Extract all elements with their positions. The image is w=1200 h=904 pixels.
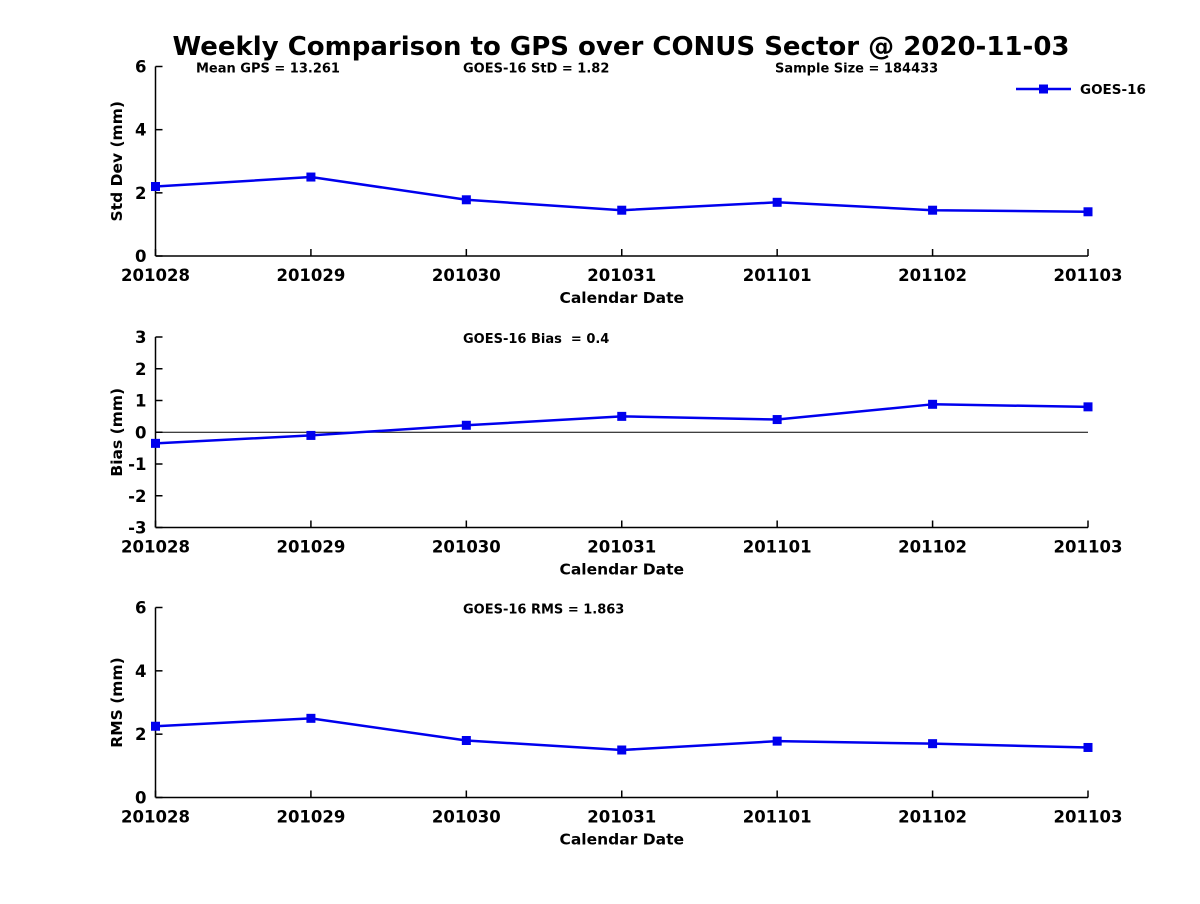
annotation: GOES-16 Bias = 0.4 bbox=[463, 332, 609, 347]
series-line bbox=[155, 403, 1089, 445]
data-point-marker bbox=[151, 438, 160, 448]
y-tick-label: 4 bbox=[135, 662, 146, 681]
x-tick-label: 201029 bbox=[276, 808, 345, 827]
x-tick-label: 201028 bbox=[121, 538, 190, 557]
annotation: Sample Size = 184433 bbox=[775, 62, 938, 77]
annotation: GOES-16 RMS = 1.863 bbox=[463, 603, 624, 618]
x-tick-label: 201031 bbox=[587, 808, 656, 827]
data-point-marker bbox=[772, 197, 782, 207]
y-tick-label: 6 bbox=[135, 599, 146, 618]
x-tick-label: 201029 bbox=[276, 538, 345, 557]
x-axis-title: Calendar Date bbox=[559, 561, 684, 579]
x-tick-label: 201031 bbox=[587, 538, 656, 557]
x-tick-label: 201101 bbox=[743, 266, 812, 285]
data-point-marker bbox=[461, 420, 471, 430]
x-tick-label: 201030 bbox=[432, 808, 501, 827]
data-point-marker bbox=[461, 195, 471, 205]
subplot-std-dev-mm: 0 2 4 6 201028 201029 201030 201031 201101 201102… bbox=[108, 58, 1122, 308]
y-tick-label: 2 bbox=[135, 360, 146, 379]
y-axis-title: RMS (mm) bbox=[108, 657, 126, 747]
data-point-marker bbox=[306, 172, 316, 182]
x-tick-label: 201030 bbox=[432, 538, 501, 557]
x-tick-label: 201103 bbox=[1054, 538, 1123, 557]
y-tick-label: 0 bbox=[135, 247, 146, 266]
x-tick-label: 201028 bbox=[121, 808, 190, 827]
legend: GOES-16 bbox=[1016, 82, 1146, 98]
data-point-marker bbox=[928, 739, 938, 749]
x-tick-label: 201102 bbox=[898, 266, 967, 285]
x-tick-label: 201102 bbox=[898, 808, 967, 827]
data-point-marker bbox=[461, 736, 471, 745]
data-point-marker bbox=[151, 182, 160, 192]
y-tick-label: 2 bbox=[135, 184, 146, 203]
y-tick-label: 0 bbox=[135, 423, 146, 442]
data-point-marker bbox=[928, 399, 938, 409]
data-point-marker bbox=[617, 205, 627, 215]
y-tick-label: 1 bbox=[135, 392, 146, 411]
y-tick-label: 4 bbox=[135, 121, 146, 140]
subplot-rms-mm: 0 2 4 6 201028 201029 201030 201031 201101 201102… bbox=[108, 599, 1122, 849]
data-point-marker bbox=[306, 430, 316, 440]
data-point-marker bbox=[772, 415, 782, 425]
annotation: Mean GPS = 13.261 bbox=[196, 62, 340, 77]
x-tick-label: 201103 bbox=[1054, 808, 1123, 827]
subplots: 0 2 4 6 201028 201029 201030 201031 201101 201102… bbox=[108, 58, 1122, 849]
x-tick-label: 201028 bbox=[121, 266, 190, 285]
y-tick-label: 2 bbox=[135, 725, 146, 744]
y-tick-label: -3 bbox=[128, 519, 146, 538]
x-tick-label: 201103 bbox=[1054, 266, 1123, 285]
legend-label: GOES-16 bbox=[1080, 82, 1146, 98]
series-line bbox=[155, 717, 1089, 752]
data-point-marker bbox=[772, 736, 782, 746]
x-tick-label: 201030 bbox=[432, 266, 501, 285]
x-tick-label: 201029 bbox=[276, 266, 345, 285]
figure-title: Weekly Comparison to GPS over CONUS Sect… bbox=[172, 32, 1069, 62]
annotation: GOES-16 StD = 1.82 bbox=[463, 62, 609, 77]
data-point-marker bbox=[617, 411, 627, 421]
y-axis-title: Std Dev (mm) bbox=[108, 101, 126, 221]
x-tick-label: 201101 bbox=[743, 538, 812, 557]
data-point-marker bbox=[1083, 742, 1093, 752]
x-tick-label: 201031 bbox=[587, 266, 656, 285]
y-axis-title: Bias (mm) bbox=[108, 388, 126, 477]
data-point-marker bbox=[1083, 207, 1093, 217]
subplot-bias-mm: -3 -2 -1 0 1 2 3 201028 201029 201030 201031 201101… bbox=[108, 328, 1122, 579]
y-tick-label: -2 bbox=[128, 487, 146, 506]
data-point-marker bbox=[306, 713, 316, 723]
x-tick-label: 201102 bbox=[898, 538, 967, 557]
y-tick-label: 6 bbox=[135, 58, 146, 77]
x-axis-title: Calendar Date bbox=[559, 831, 684, 849]
data-point-marker bbox=[1083, 402, 1093, 412]
y-tick-label: 3 bbox=[135, 328, 146, 347]
x-axis-title: Calendar Date bbox=[559, 289, 684, 307]
data-point-marker bbox=[617, 745, 627, 755]
y-tick-label: -1 bbox=[128, 455, 146, 474]
data-point-marker bbox=[151, 721, 160, 731]
y-tick-label: 0 bbox=[135, 789, 146, 808]
data-point-marker bbox=[928, 205, 938, 215]
legend-marker bbox=[1039, 84, 1048, 94]
x-tick-label: 201101 bbox=[743, 808, 812, 827]
